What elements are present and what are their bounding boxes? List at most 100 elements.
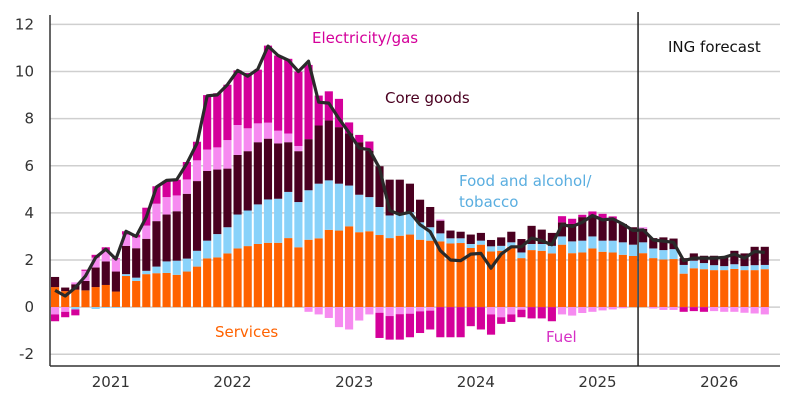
bar-segment-core-goods	[61, 287, 70, 292]
stacked-bars	[51, 45, 769, 340]
bar-segment-food-and-alcohol-tobacco	[233, 214, 242, 249]
bar-segment-core-goods	[81, 280, 90, 291]
bar-segment-electricity-gas	[243, 72, 252, 129]
bar-segment-fuel	[152, 203, 161, 222]
bar-segment-services	[689, 268, 698, 308]
bar-segment-services	[639, 253, 648, 308]
bar-segment-electricity-gas	[263, 45, 273, 123]
bar-segment-fuel	[416, 307, 425, 312]
bar-segment-services	[213, 257, 222, 308]
bar-segment-services	[284, 238, 293, 308]
bar-segment-food-and-alcohol-tobacco	[689, 260, 698, 269]
bar-segment-services	[659, 259, 668, 308]
bar-segment-food-and-alcohol-tobacco	[557, 236, 567, 245]
bar-segment-electricity-gas	[679, 307, 688, 312]
bar-segment-food-and-alcohol-tobacco	[182, 258, 191, 272]
bar-segment-fuel	[304, 307, 313, 312]
bar-segment-electricity-gas	[253, 69, 262, 124]
bar-segment-services	[152, 273, 161, 308]
bar-segment-core-goods	[537, 229, 546, 244]
x-tick-label: 2023	[335, 373, 373, 391]
bar-segment-food-and-alcohol-tobacco	[760, 264, 769, 270]
bar-segment-fuel	[375, 307, 384, 313]
bar-segment-services	[456, 243, 465, 308]
bar-segment-electricity-gas	[355, 134, 364, 143]
bar-segment-electricity-gas	[304, 64, 313, 140]
bar-segment-fuel	[263, 122, 273, 139]
bar-segment-food-and-alcohol-tobacco	[750, 265, 759, 271]
bar-segment-fuel	[659, 307, 668, 310]
bar-segment-core-goods	[91, 267, 100, 288]
bar-segment-fuel	[253, 123, 262, 143]
bar-segment-electricity-gas	[213, 93, 222, 148]
y-tick-labels: -2 0 2 4 6 8 10 12	[15, 15, 34, 363]
bar-segment-food-and-alcohol-tobacco	[436, 233, 445, 242]
bar-segment-fuel	[639, 227, 648, 229]
bar-segment-services	[111, 291, 120, 308]
bar-segment-services	[730, 268, 739, 308]
bar-segment-food-and-alcohol-tobacco	[649, 248, 658, 259]
bar-segment-core-goods	[720, 256, 729, 267]
bar-segment-core-goods	[294, 151, 303, 203]
bar-segment-food-and-alcohol-tobacco	[628, 244, 638, 256]
bar-segment-services	[192, 266, 202, 308]
bar-segment-core-goods	[243, 151, 252, 211]
bar-segment-services	[324, 229, 333, 308]
bar-segment-electricity-gas	[405, 313, 414, 338]
bar-segment-food-and-alcohol-tobacco	[111, 307, 120, 308]
bar-segment-electricity-gas	[375, 312, 384, 338]
bar-segment-food-and-alcohol-tobacco	[669, 249, 678, 260]
bar-segment-electricity-gas	[81, 269, 90, 271]
bar-segment-electricity-gas	[456, 307, 465, 338]
bar-segment-electricity-gas	[466, 307, 475, 327]
bar-segment-core-goods	[334, 127, 344, 184]
bar-segment-services	[598, 251, 607, 308]
bar-segment-fuel	[750, 307, 759, 314]
bar-segment-services	[395, 235, 404, 308]
bar-segment-food-and-alcohol-tobacco	[284, 191, 293, 239]
bar-segment-electricity-gas	[192, 141, 202, 161]
bar-segment-electricity-gas	[537, 307, 546, 319]
bar-segment-core-goods	[618, 223, 627, 243]
bar-segment-services	[517, 258, 526, 308]
bar-segment-fuel	[121, 234, 131, 246]
bar-segment-core-goods	[274, 143, 283, 199]
y-tick-label: 10	[15, 63, 34, 81]
bar-segment-core-goods	[730, 250, 739, 265]
bar-segment-core-goods	[162, 214, 171, 262]
bar-segment-services	[71, 289, 80, 308]
bar-segment-fuel	[213, 147, 222, 170]
bar-segment-services	[253, 243, 262, 308]
bar-segment-electricity-gas	[517, 309, 526, 318]
bar-segment-fuel	[608, 307, 617, 310]
bar-segment-food-and-alcohol-tobacco	[598, 240, 607, 252]
bar-segment-food-and-alcohol-tobacco	[517, 252, 526, 259]
bar-segment-fuel	[568, 307, 577, 316]
bar-segment-food-and-alcohol-tobacco	[152, 266, 161, 274]
bar-segment-core-goods	[375, 166, 384, 207]
x-tick-label: 2026	[700, 373, 738, 391]
bar-segment-core-goods	[639, 228, 648, 243]
bar-segment-electricity-gas	[223, 84, 232, 141]
bar-segment-food-and-alcohol-tobacco	[639, 242, 648, 254]
bar-segment-core-goods	[547, 232, 556, 246]
bar-segment-food-and-alcohol-tobacco	[588, 236, 597, 249]
bar-segment-electricity-gas	[203, 95, 212, 150]
bar-segment-services	[355, 232, 364, 308]
bar-segment-food-and-alcohol-tobacco	[243, 210, 252, 247]
bar-segment-food-and-alcohol-tobacco	[365, 197, 374, 232]
bar-segment-core-goods	[446, 230, 455, 239]
bar-segment-core-goods	[355, 142, 364, 195]
bar-segment-core-goods	[598, 219, 607, 241]
bar-segment-food-and-alcohol-tobacco	[466, 243, 475, 248]
bar-segment-services	[121, 276, 131, 308]
bar-segment-electricity-gas	[598, 213, 607, 220]
bar-segment-core-goods	[405, 183, 414, 213]
bar-segment-core-goods	[578, 217, 587, 241]
bar-segment-fuel	[740, 307, 749, 313]
bar-segment-food-and-alcohol-tobacco	[618, 242, 627, 255]
bar-segment-fuel	[132, 237, 141, 249]
bar-segment-fuel	[182, 179, 191, 194]
headline-line	[54, 44, 765, 298]
